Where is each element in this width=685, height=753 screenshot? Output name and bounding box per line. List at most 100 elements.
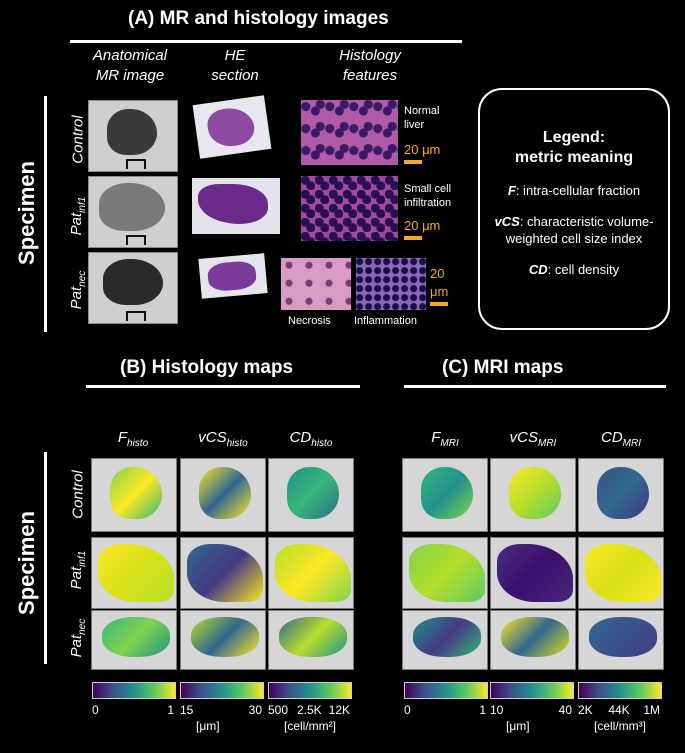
colorbar-cd-mri-unit: [cell/mm³] xyxy=(594,719,646,733)
colorbar-f-mri xyxy=(404,682,488,699)
row-label-patinf1-a: Patinf1 xyxy=(68,196,88,236)
colorbar-cd-mri-tick: 1M xyxy=(643,703,660,717)
map-cd-mri-patinf1 xyxy=(578,537,664,609)
colorbar-vcs-mri xyxy=(490,682,574,699)
colorbar-cd-histo-unit: [cell/mm²] xyxy=(284,719,336,733)
tissue-region xyxy=(98,544,174,602)
legend-title-1: Legend: xyxy=(542,129,606,146)
tissue-region xyxy=(421,467,473,519)
tissue-region xyxy=(110,467,162,519)
section-b-rule xyxy=(86,385,360,388)
scale-label-3-num: 20 xyxy=(430,266,445,281)
tissue-region xyxy=(191,617,259,657)
map-vcs-histo-patinf1 xyxy=(180,537,266,609)
colorbar-f-mri-tick: 1 xyxy=(479,703,486,717)
tissue-region xyxy=(509,467,561,519)
map-f-mri-patinf1 xyxy=(402,537,488,609)
tissue-region xyxy=(501,617,569,657)
map-f-histo-patinf1 xyxy=(91,537,177,609)
tissue-region xyxy=(409,544,485,602)
histology-inflammation xyxy=(356,258,426,310)
tissue-region xyxy=(413,617,481,657)
colorbar-cd-mri-tick: 44K xyxy=(608,703,630,717)
section-a-rule xyxy=(70,40,462,43)
tissue-region xyxy=(497,544,573,602)
map-vcs-mri-patnec xyxy=(490,610,576,670)
col-header-he: HE section xyxy=(211,47,259,84)
map-f-histo-control xyxy=(91,458,177,532)
scale-label-1: 20 μm xyxy=(404,142,441,157)
section-bc-vrule xyxy=(44,452,47,664)
specimen-label-a: Specimen xyxy=(14,161,39,265)
row-label-patnec-a: Patnec xyxy=(68,270,88,310)
map-cd-histo-patinf1 xyxy=(268,537,354,609)
map-vcs-mri-control xyxy=(490,458,576,532)
map-cd-histo-control xyxy=(268,458,354,532)
section-c-title: (C) MRI maps xyxy=(442,357,564,378)
map-cd-mri-control xyxy=(578,458,664,532)
section-a-vrule xyxy=(44,96,47,332)
tissue-region xyxy=(279,617,347,657)
col-header-vcs-mri: vCSMRI xyxy=(509,429,557,449)
scale-label-2: 20 μm xyxy=(404,218,441,233)
colorbar-vcs-mri-unit: [μm] xyxy=(506,719,530,733)
scale-bar-2 xyxy=(404,236,422,240)
tissue-region xyxy=(275,544,351,602)
row-label-control-b: Control xyxy=(69,470,87,519)
histology-normal-liver xyxy=(301,100,398,165)
tissue-region xyxy=(199,467,251,519)
map-f-histo-patnec xyxy=(91,610,177,670)
section-a-title: (A) MR and histology images xyxy=(128,8,389,29)
colorbar-vcs-mri-tick: 40 xyxy=(558,703,572,717)
colorbar-cd-mri-tick: 2K xyxy=(578,703,593,717)
section-b-title: (B) Histology maps xyxy=(120,357,294,378)
legend-item-cd: CD: cell density xyxy=(528,262,620,277)
legend-item-f: F: intra-cellular fraction xyxy=(507,183,641,198)
legend-item-vcs: vCS: characteristic volume-weighted cell… xyxy=(494,214,654,246)
colorbar-f-histo-tick: 0 xyxy=(92,703,99,717)
tissue-region xyxy=(187,544,263,602)
colorbar-vcs-histo-unit: [μm] xyxy=(196,719,220,733)
colorbar-vcs-mri-tick: 10 xyxy=(490,703,504,717)
specimen-label-b: Specimen xyxy=(14,511,39,615)
he-section-control xyxy=(192,95,272,159)
colorbar-f-mri-tick: 0 xyxy=(404,703,411,717)
map-vcs-histo-control xyxy=(180,458,266,532)
colorbar-f-histo-tick: 1 xyxy=(167,703,174,717)
scale-bar-1 xyxy=(404,160,422,164)
tissue-region xyxy=(585,544,661,602)
map-f-mri-patnec xyxy=(402,610,488,670)
note-small-cell: Small cell infiltration xyxy=(404,183,452,209)
map-vcs-histo-patnec xyxy=(180,610,266,670)
colorbar-vcs-histo xyxy=(180,682,264,699)
colorbar-cd-histo xyxy=(268,682,352,699)
row-label-control-a: Control xyxy=(69,115,87,164)
col-header-f-histo: Fhisto xyxy=(117,429,149,449)
colorbar-cd-mri xyxy=(578,682,662,699)
tissue-region xyxy=(287,467,339,519)
map-cd-histo-patnec xyxy=(268,610,354,670)
histology-small-cell xyxy=(301,176,398,241)
col-header-features: Histology features xyxy=(339,47,401,84)
col-header-cd-mri: CDMRI xyxy=(600,429,641,449)
colorbar-f-histo xyxy=(92,682,176,699)
legend-box: Legend: metric meaning F: intra-cellular… xyxy=(478,88,670,330)
tissue-region xyxy=(102,617,170,657)
histology-necrosis xyxy=(281,258,351,310)
scale-label-3-unit: μm xyxy=(430,284,449,299)
mr-image-control xyxy=(88,100,178,172)
map-vcs-mri-patinf1 xyxy=(490,537,576,609)
colorbar-cd-histo-tick: 500 xyxy=(268,703,289,717)
row-label-patnec-b: Patnec xyxy=(68,618,88,658)
col-header-f-mri: FMRI xyxy=(431,429,459,449)
colorbar-vcs-histo-tick: 30 xyxy=(248,703,262,717)
mr-image-patinf1 xyxy=(88,176,178,248)
col-header-cd-histo: CDhisto xyxy=(289,429,333,449)
colorbar-cd-histo-tick: 2.5K xyxy=(297,703,322,717)
colorbar-cd-histo-tick: 12K xyxy=(328,703,350,717)
tissue-region xyxy=(589,617,657,657)
label-necrosis: Necrosis xyxy=(288,315,331,327)
legend-title-2: metric meaning xyxy=(514,149,634,166)
colorbar-vcs-histo-tick: 15 xyxy=(180,703,194,717)
map-f-mri-control xyxy=(402,458,488,532)
